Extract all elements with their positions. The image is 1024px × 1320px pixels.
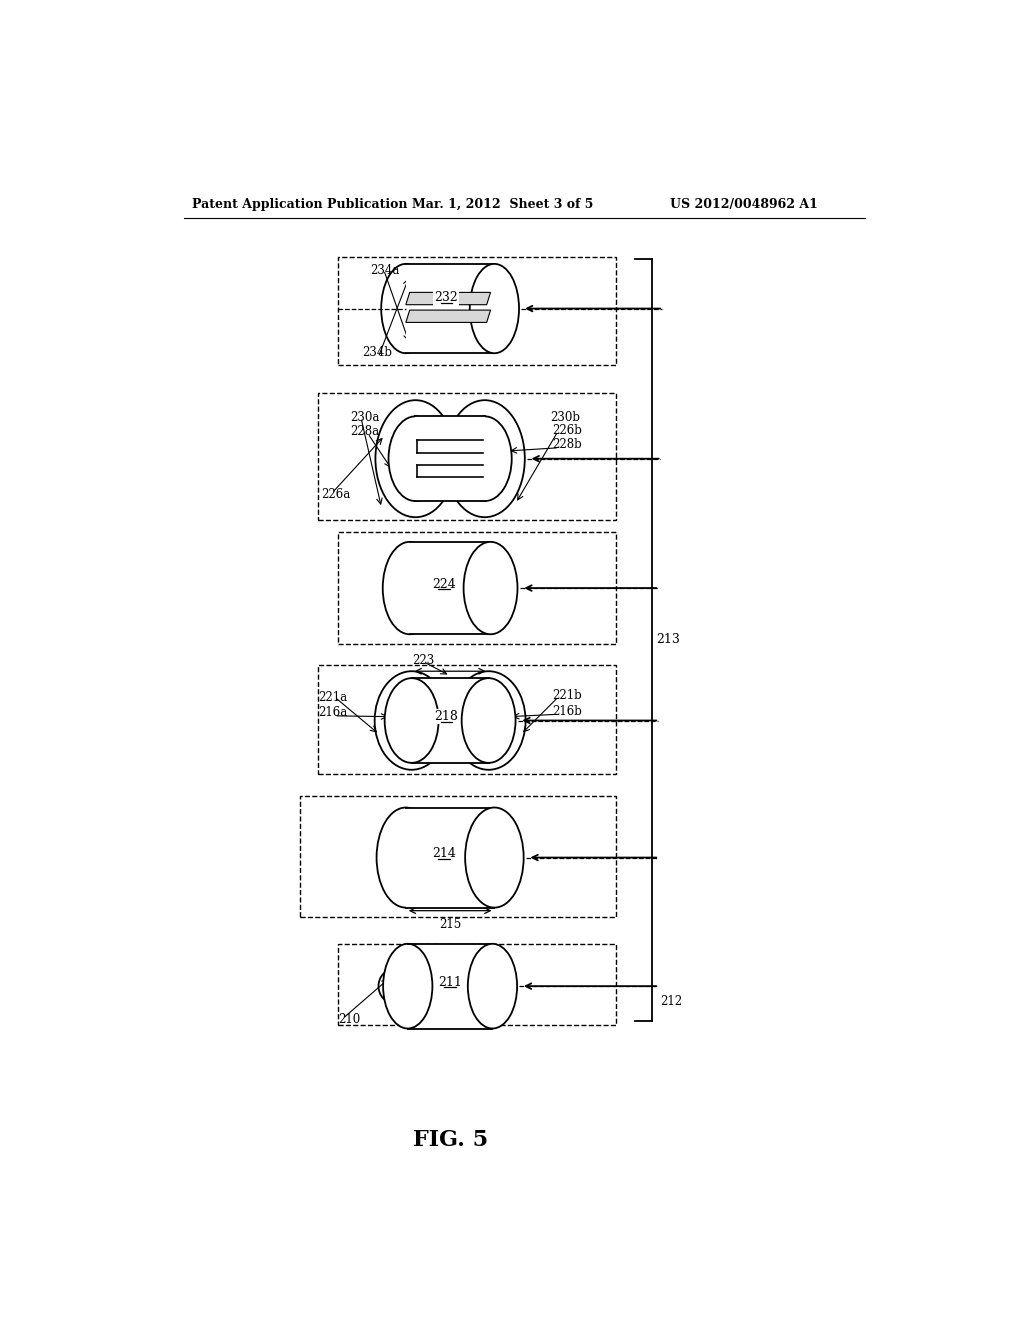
Bar	[406, 264, 495, 354]
Ellipse shape	[383, 944, 432, 1028]
Text: 216b: 216b	[553, 705, 583, 718]
Bar	[408, 944, 493, 1028]
Bar	[416, 416, 484, 502]
Ellipse shape	[376, 400, 456, 517]
Text: 221a: 221a	[318, 690, 347, 704]
Bar	[410, 541, 490, 635]
Text: 218: 218	[434, 710, 458, 723]
Bar	[406, 808, 495, 908]
Polygon shape	[406, 293, 490, 305]
Ellipse shape	[379, 969, 410, 1003]
Text: 211: 211	[438, 975, 462, 989]
Text: 214: 214	[432, 847, 456, 861]
Ellipse shape	[458, 416, 512, 502]
Ellipse shape	[444, 400, 524, 517]
Text: Patent Application Publication: Patent Application Publication	[193, 198, 408, 211]
Text: US 2012/0048962 A1: US 2012/0048962 A1	[670, 198, 817, 211]
Text: 216a: 216a	[318, 706, 348, 719]
Text: 215: 215	[439, 919, 461, 932]
Text: 234a: 234a	[370, 264, 399, 277]
Text: 232: 232	[434, 292, 458, 305]
Bar	[339, 944, 615, 1024]
Bar	[300, 796, 615, 917]
Ellipse shape	[383, 543, 436, 635]
Bar	[412, 465, 488, 478]
Polygon shape	[406, 310, 490, 322]
Bar	[318, 665, 615, 775]
Text: 226b: 226b	[553, 424, 583, 437]
Text: 230b: 230b	[550, 412, 581, 425]
Text: 234b: 234b	[362, 346, 392, 359]
Text: FIG. 5: FIG. 5	[413, 1129, 487, 1151]
Text: 210: 210	[339, 1012, 360, 1026]
Ellipse shape	[385, 678, 438, 763]
Text: 226a: 226a	[321, 488, 350, 502]
Ellipse shape	[388, 416, 442, 502]
Ellipse shape	[470, 264, 519, 354]
Ellipse shape	[375, 671, 449, 770]
Ellipse shape	[465, 808, 523, 908]
Text: 230a: 230a	[350, 412, 379, 425]
Text: 224: 224	[432, 578, 456, 591]
Ellipse shape	[381, 264, 430, 354]
Bar	[339, 532, 615, 644]
Text: 217: 217	[439, 678, 461, 692]
Ellipse shape	[377, 808, 435, 908]
Ellipse shape	[464, 543, 517, 635]
Bar	[412, 678, 488, 763]
Text: 223: 223	[412, 653, 434, 667]
Text: 228a: 228a	[350, 425, 379, 438]
Bar	[318, 393, 615, 520]
Text: Mar. 1, 2012  Sheet 3 of 5: Mar. 1, 2012 Sheet 3 of 5	[412, 198, 593, 211]
Bar	[412, 441, 488, 453]
Ellipse shape	[468, 944, 517, 1028]
Text: 212: 212	[660, 995, 682, 1008]
Ellipse shape	[452, 671, 525, 770]
Text: 213: 213	[656, 634, 680, 647]
Text: 228b: 228b	[553, 437, 583, 450]
Text: 221b: 221b	[553, 689, 583, 702]
Bar	[339, 257, 615, 364]
Ellipse shape	[462, 678, 515, 763]
